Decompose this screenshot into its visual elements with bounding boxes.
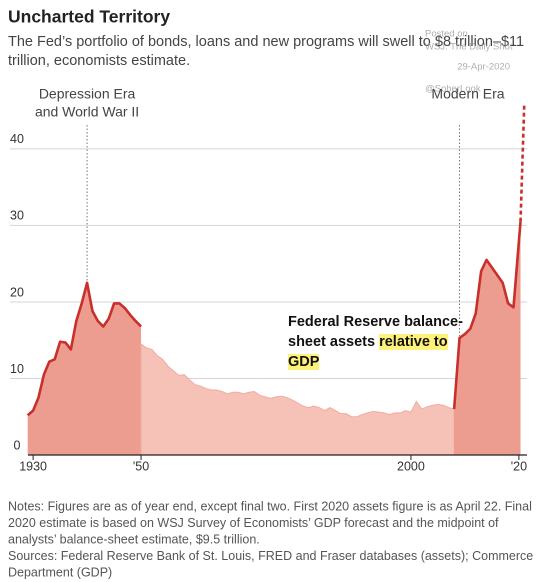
y-tick-label: 30 [10, 209, 24, 223]
note: 2020 estimate is based on WSJ Survey of … [8, 516, 499, 530]
area [27, 282, 142, 455]
note: Sources: Federal Reserve Bank of St. Lou… [8, 549, 533, 563]
series-label: Federal Reserve balance-sheet assets rel… [288, 312, 463, 372]
label-line: sheet assets relative to [288, 332, 463, 352]
annotation: Modern Era [431, 86, 504, 102]
y-tick-label: 20 [10, 285, 24, 299]
line [519, 102, 526, 222]
area [140, 343, 455, 456]
line [452, 221, 522, 410]
subtitle: The Fed’s portfolio of bonds, loans and … [8, 34, 524, 50]
x-tick-label: 2000 [397, 459, 425, 473]
watermark: 29-Apr-2020 [457, 62, 510, 73]
y-tick-label: 0 [14, 438, 21, 452]
annotation: and World War II [35, 104, 139, 120]
label-text: sheet assets [288, 334, 380, 350]
watermark: @SoberLook [425, 84, 481, 95]
label-line: GDP [288, 352, 463, 372]
chart-title: Uncharted Territory [8, 7, 170, 27]
label-line: Federal Reserve balance- [288, 312, 463, 332]
watermark: Posted on [425, 29, 468, 40]
x-tick-label: 1930 [19, 459, 47, 473]
highlighted-text: relative to [379, 334, 448, 350]
note: Notes: Figures are as of year end, excep… [8, 499, 532, 513]
y-tick-label: 40 [10, 132, 24, 146]
x-tick-label: '20 [511, 459, 527, 473]
y-tick-label: 10 [10, 362, 24, 376]
label-text: Federal Reserve balance- [288, 314, 463, 330]
highlighted-text: GDP [288, 354, 320, 370]
x-tick-label: '50 [133, 459, 149, 473]
area [454, 221, 521, 455]
watermark: WSJ: The Daily Shot [425, 42, 513, 53]
line [26, 281, 142, 417]
annotation: Depression Era [39, 86, 136, 102]
note: Department (GDP) [8, 565, 112, 579]
note: analysts’ balance-sheet estimate, $9.5 t… [8, 532, 260, 546]
subtitle: trillion, economists estimate. [8, 53, 190, 69]
